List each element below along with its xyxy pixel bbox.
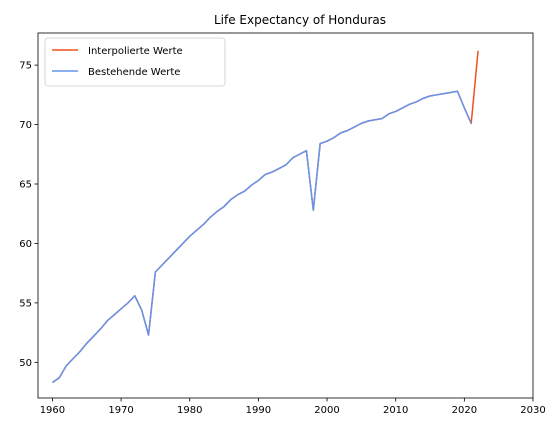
- x-tick-label: 2030: [520, 405, 545, 416]
- legend-label-existing: Bestehende Werte: [88, 67, 180, 78]
- y-tick-label: 65: [19, 179, 32, 190]
- y-tick-label: 60: [19, 239, 32, 250]
- x-tick-label: 2000: [314, 405, 339, 416]
- x-tick-label: 1970: [108, 405, 133, 416]
- y-tick-label: 75: [19, 61, 32, 72]
- x-tick-label: 1990: [246, 405, 271, 416]
- legend: Interpolierte Werte Bestehende Werte: [45, 38, 225, 86]
- chart-title: Life Expectancy of Honduras: [214, 13, 386, 27]
- x-tick-label: 2010: [383, 405, 408, 416]
- x-tick-label: 1960: [40, 405, 65, 416]
- y-tick-label: 55: [19, 298, 32, 309]
- y-tick-label: 70: [19, 120, 32, 131]
- x-tick-label: 2020: [452, 405, 477, 416]
- x-tick-label: 1980: [177, 405, 202, 416]
- y-tick-label: 50: [19, 358, 32, 369]
- legend-label-interpolated: Interpolierte Werte: [88, 46, 183, 57]
